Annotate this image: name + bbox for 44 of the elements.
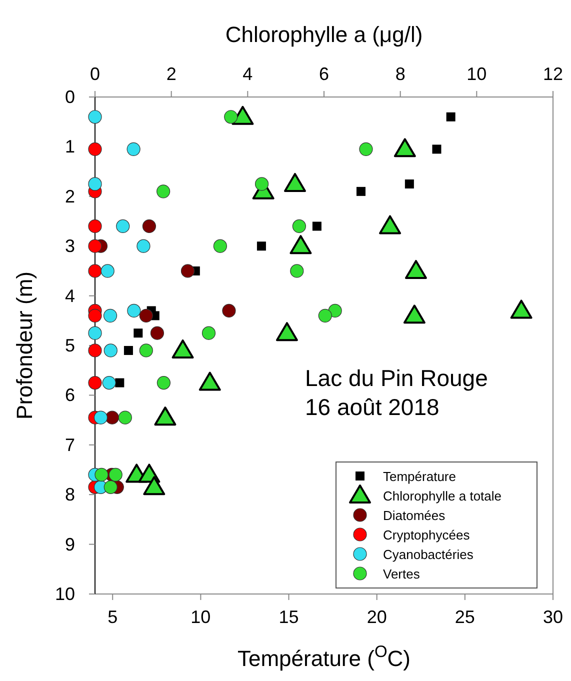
y-tick-label: 2: [64, 186, 75, 206]
y-tick-label: 4: [64, 286, 75, 306]
x2-tick-label: 8: [395, 64, 406, 84]
point: [312, 222, 322, 231]
y-tick-label: 5: [64, 336, 75, 356]
legend-label: Diatomées: [383, 508, 446, 523]
y-tick-label: 8: [64, 484, 75, 505]
point: [134, 328, 143, 338]
x-tick-label: 25: [454, 607, 475, 627]
x-tick-label: 5: [108, 607, 118, 627]
y-axis-title: Profondeur (m): [12, 272, 37, 420]
y-tick-label: 7: [64, 434, 75, 455]
x-axis-title: Température ($^{O}$C): [237, 643, 411, 671]
point: [115, 378, 124, 388]
y-tick-label: 3: [64, 236, 75, 256]
x2-tick-label: 4: [242, 64, 253, 84]
point: [446, 112, 456, 122]
legend-label: Température: [383, 469, 456, 484]
y-tick-label: 10: [54, 584, 75, 604]
x2-axis-title: Chlorophylle a (μg/l): [225, 22, 423, 47]
y-tick-label: 6: [64, 385, 75, 406]
x-tick-label: 15: [278, 607, 299, 627]
point: [256, 242, 266, 251]
x-tick-label: 20: [366, 607, 387, 627]
annotation: 16 août 2018: [305, 394, 440, 420]
annotation: Lac du Pin Rouge: [305, 365, 488, 391]
point: [124, 346, 133, 355]
y-tick-label: 0: [64, 87, 75, 107]
point: [404, 179, 414, 188]
x-tick-label: 10: [190, 607, 211, 627]
legend-label: Cryptophycées: [383, 528, 470, 542]
legend-label: Cyanobactéries: [383, 547, 474, 562]
x2-tick-label: 6: [318, 64, 330, 84]
point: [356, 186, 366, 196]
point: [432, 144, 442, 154]
x-tick-label: 30: [542, 607, 564, 627]
x2-tick-label: 12: [542, 64, 564, 84]
y-tick-label: 9: [64, 534, 75, 554]
x2-tick-label: 0: [90, 64, 100, 84]
legend-label: Chlorophylle a totale: [383, 488, 502, 504]
y-tick-label: 1: [64, 136, 75, 157]
legend-label: Vertes: [383, 566, 420, 582]
x2-tick-label: 2: [166, 64, 176, 84]
x2-tick-label: 10: [466, 64, 487, 84]
